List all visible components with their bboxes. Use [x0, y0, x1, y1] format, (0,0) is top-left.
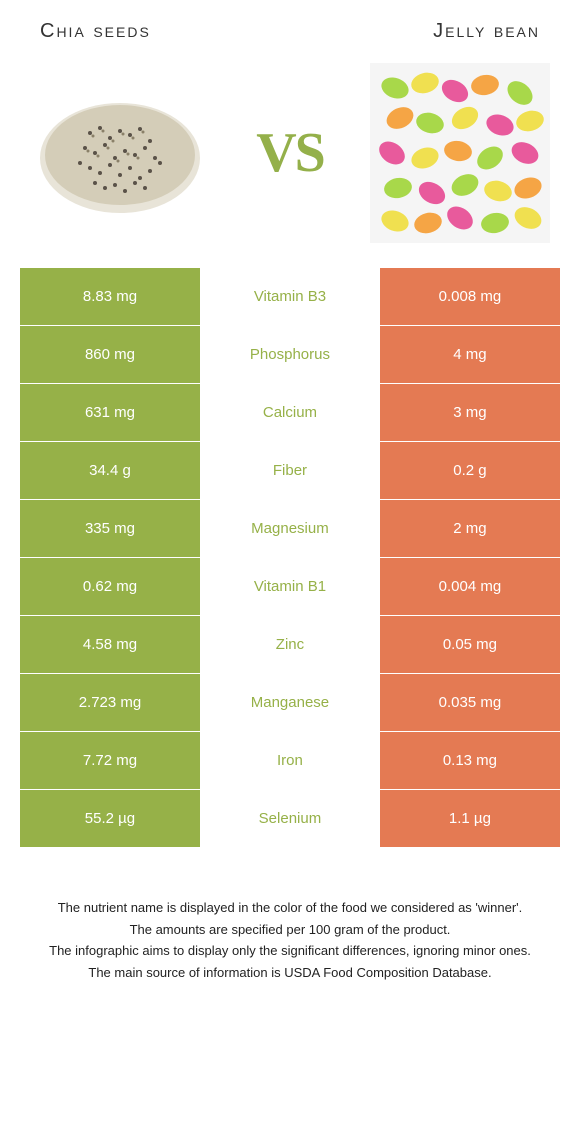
- nutrient-name: Zinc: [200, 616, 380, 673]
- right-value: 1.1 µg: [380, 790, 560, 847]
- table-row: 7.72 mgIron0.13 mg: [20, 732, 560, 790]
- left-value: 0.62 mg: [20, 558, 200, 615]
- left-value: 7.72 mg: [20, 732, 200, 789]
- table-row: 34.4 gFiber0.2 g: [20, 442, 560, 500]
- comparison-table: 8.83 mgVitamin B30.008 mg860 mgPhosphoru…: [20, 268, 560, 848]
- left-value: 860 mg: [20, 326, 200, 383]
- table-row: 4.58 mgZinc0.05 mg: [20, 616, 560, 674]
- left-value: 8.83 mg: [20, 268, 200, 325]
- table-row: 631 mgCalcium3 mg: [20, 384, 560, 442]
- vs-label: VS: [256, 121, 324, 185]
- footer-notes: The nutrient name is displayed in the co…: [20, 898, 560, 982]
- footer-line-1: The nutrient name is displayed in the co…: [30, 898, 550, 918]
- nutrient-name: Manganese: [200, 674, 380, 731]
- right-value: 0.008 mg: [380, 268, 560, 325]
- table-row: 0.62 mgVitamin B10.004 mg: [20, 558, 560, 616]
- nutrient-name: Calcium: [200, 384, 380, 441]
- nutrient-name: Phosphorus: [200, 326, 380, 383]
- left-value: 335 mg: [20, 500, 200, 557]
- right-value: 0.05 mg: [380, 616, 560, 673]
- table-row: 8.83 mgVitamin B30.008 mg: [20, 268, 560, 326]
- nutrient-name: Selenium: [200, 790, 380, 847]
- images-row: VS: [20, 63, 560, 243]
- left-value: 34.4 g: [20, 442, 200, 499]
- table-row: 860 mgPhosphorus4 mg: [20, 326, 560, 384]
- table-row: 2.723 mgManganese0.035 mg: [20, 674, 560, 732]
- right-value: 4 mg: [380, 326, 560, 383]
- right-value: 3 mg: [380, 384, 560, 441]
- right-value: 0.2 g: [380, 442, 560, 499]
- jelly-bean-image: [370, 63, 550, 243]
- table-row: 335 mgMagnesium2 mg: [20, 500, 560, 558]
- nutrient-name: Iron: [200, 732, 380, 789]
- left-food-title: Chia seeds: [20, 20, 151, 43]
- right-value: 0.035 mg: [380, 674, 560, 731]
- right-value: 2 mg: [380, 500, 560, 557]
- footer-line-4: The main source of information is USDA F…: [30, 963, 550, 983]
- table-row: 55.2 µgSelenium1.1 µg: [20, 790, 560, 848]
- header: Chia seeds Jelly bean: [20, 20, 560, 43]
- nutrient-name: Vitamin B1: [200, 558, 380, 615]
- left-value: 2.723 mg: [20, 674, 200, 731]
- footer-line-3: The infographic aims to display only the…: [30, 941, 550, 961]
- nutrient-name: Magnesium: [200, 500, 380, 557]
- right-food-title: Jelly bean: [433, 20, 560, 43]
- chia-seeds-image: [30, 63, 210, 243]
- right-value: 0.004 mg: [380, 558, 560, 615]
- left-value: 4.58 mg: [20, 616, 200, 673]
- nutrient-name: Fiber: [200, 442, 380, 499]
- left-value: 631 mg: [20, 384, 200, 441]
- right-value: 0.13 mg: [380, 732, 560, 789]
- left-value: 55.2 µg: [20, 790, 200, 847]
- nutrient-name: Vitamin B3: [200, 268, 380, 325]
- footer-line-2: The amounts are specified per 100 gram o…: [30, 920, 550, 940]
